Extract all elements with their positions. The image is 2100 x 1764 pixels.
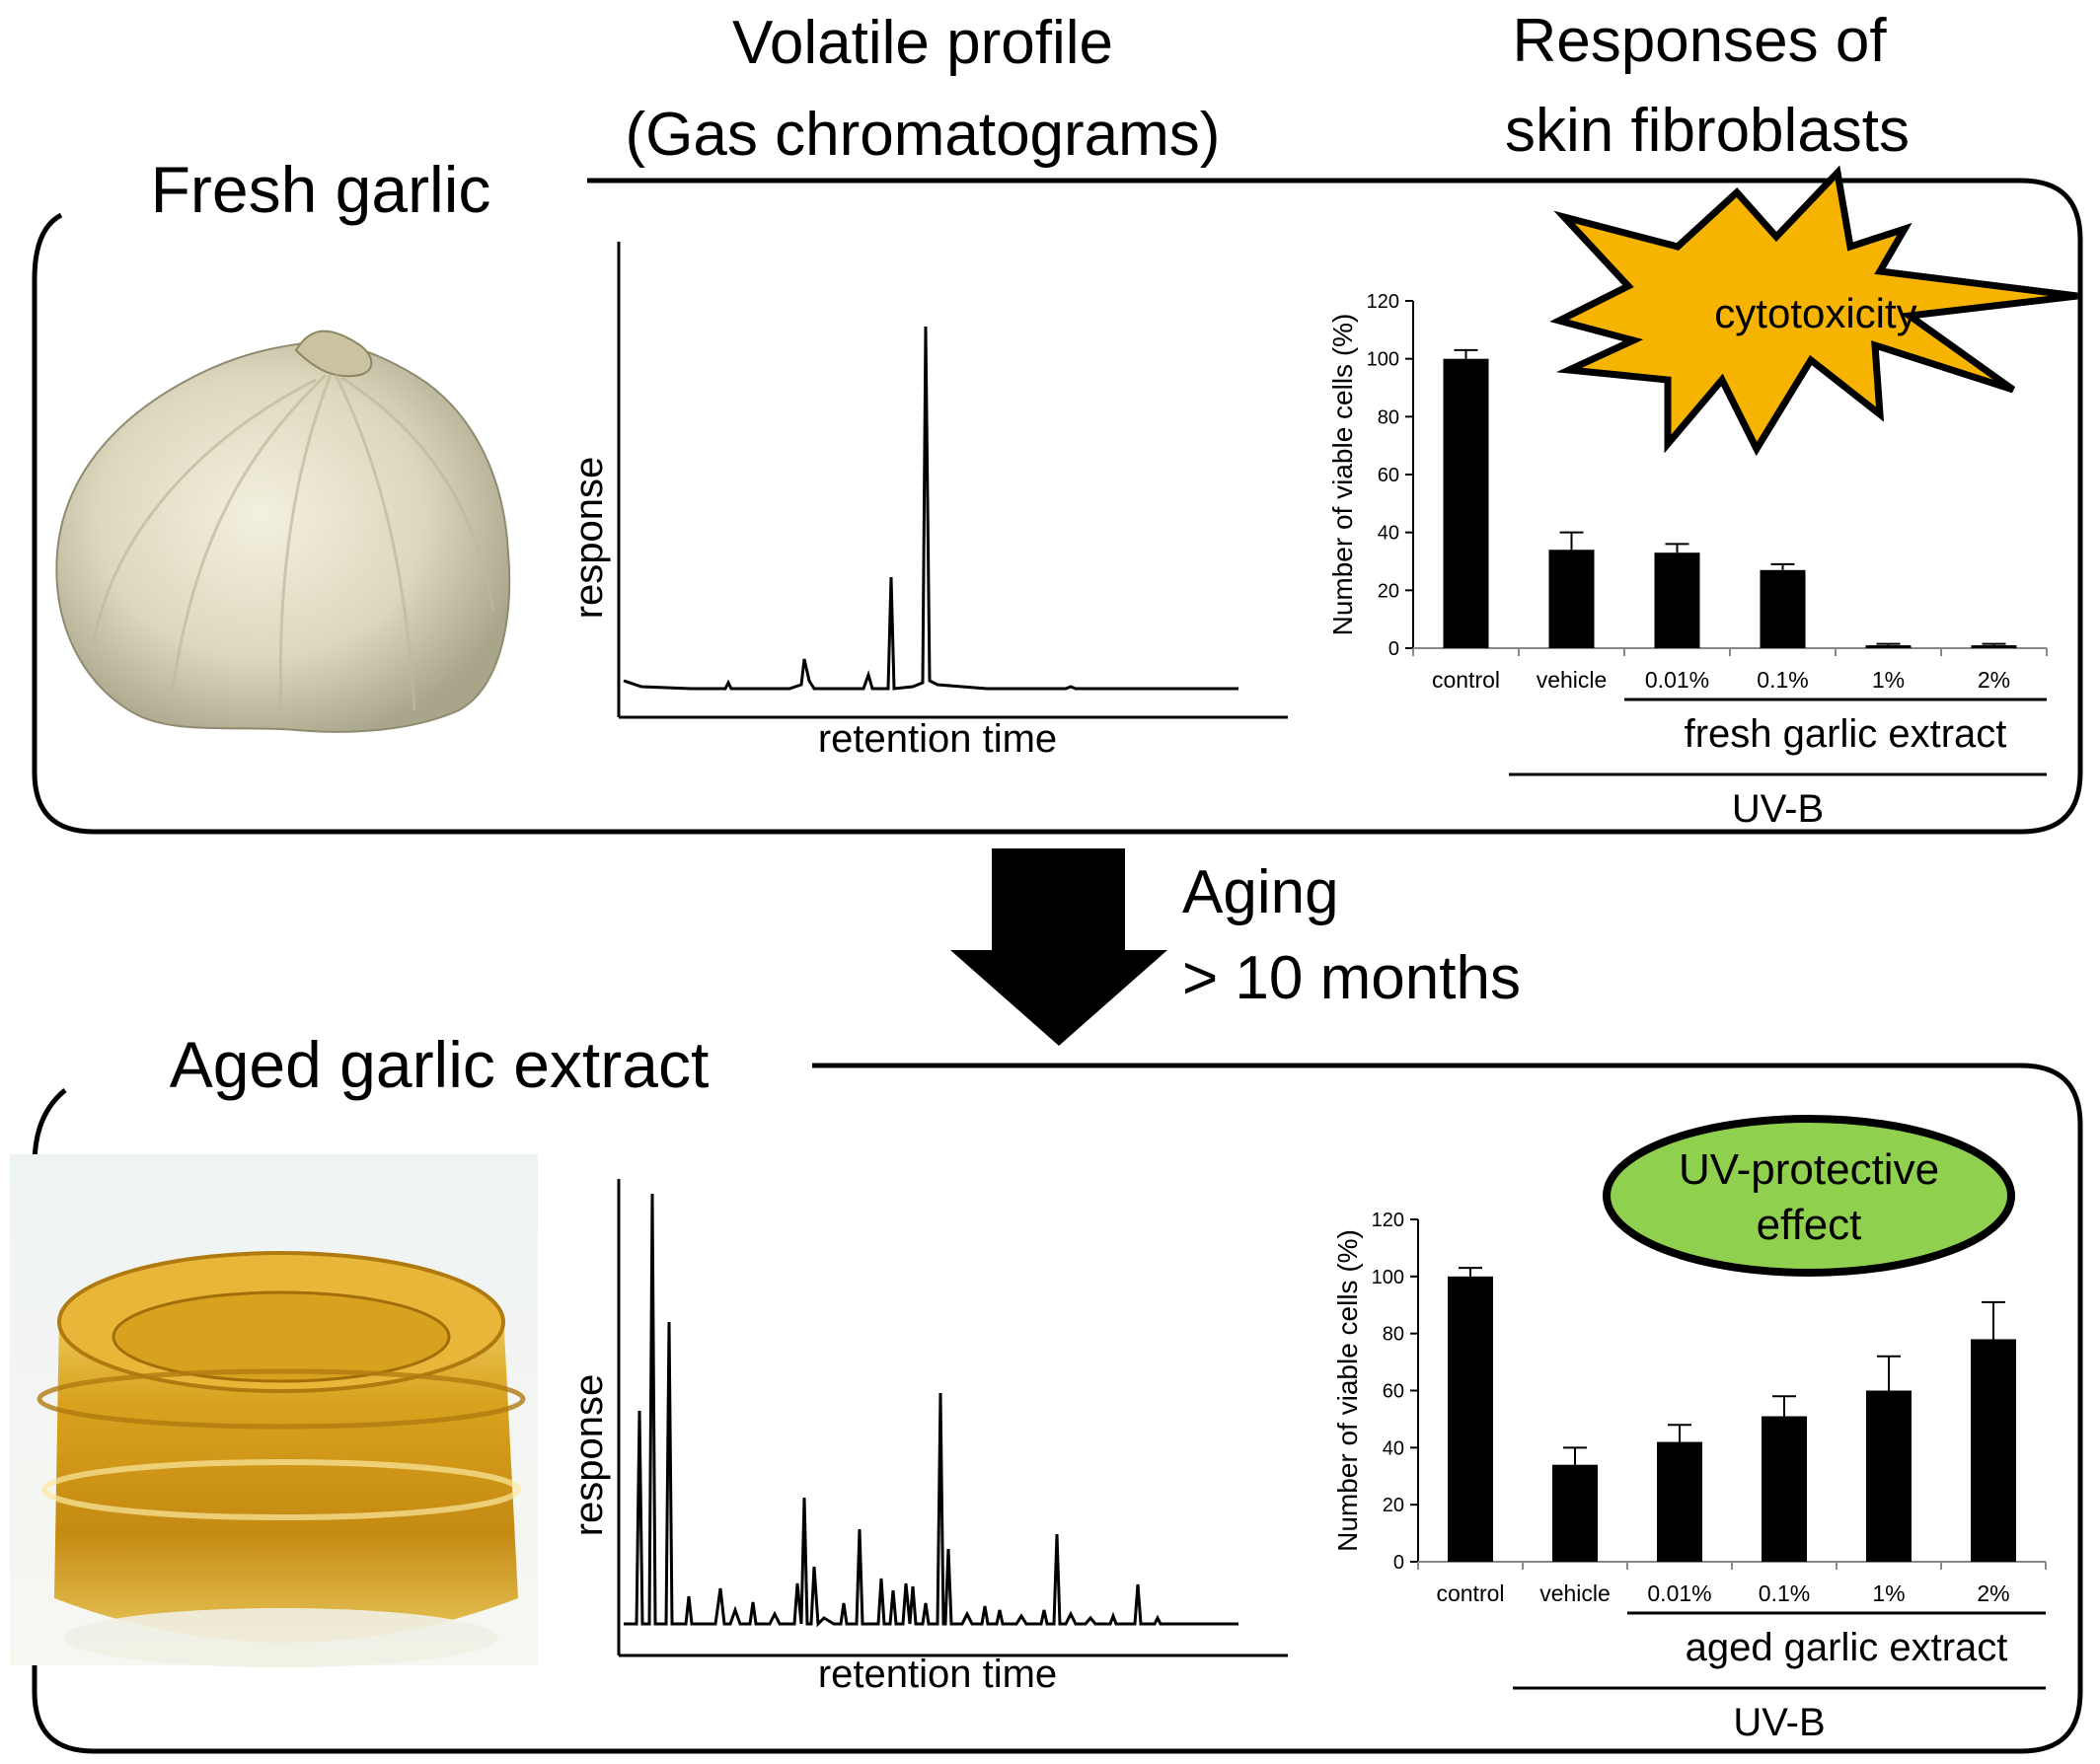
bar-control xyxy=(1443,358,1489,648)
bar-0.1% xyxy=(1760,569,1806,648)
category-label: 1% xyxy=(1872,1580,1905,1606)
bar-vehicle xyxy=(1552,1464,1598,1562)
bar-2% xyxy=(1971,645,2017,648)
bar-0.01% xyxy=(1657,1441,1702,1562)
y-tick-label: 0 xyxy=(1393,1552,1404,1574)
extract-group-label: aged garlic extract xyxy=(1686,1626,2008,1669)
y-tick-label: 40 xyxy=(1378,523,1399,545)
fresh-garlic-photo xyxy=(44,301,513,740)
y-tick-label: 20 xyxy=(1378,580,1399,602)
panel-frame xyxy=(32,1063,2083,1754)
uv-protective-ellipse xyxy=(1603,1115,2015,1277)
category-label: control xyxy=(1432,667,1500,693)
aged-extract-photo xyxy=(10,1154,538,1667)
category-label: 0.1% xyxy=(1759,1580,1810,1606)
column-headers: Volatile profile (Gas chromatograms) Res… xyxy=(626,7,1911,169)
aged-gc-chromatogram: response retention time xyxy=(567,1179,1288,1696)
y-tick-label: 40 xyxy=(1383,1437,1404,1459)
y-tick-label: 80 xyxy=(1378,406,1399,428)
y-axis-label: Number of viable cells (%) xyxy=(1327,314,1358,636)
bar-0.1% xyxy=(1762,1416,1807,1562)
header-volatile-line1: Volatile profile xyxy=(732,9,1113,77)
uv-protective-label-line2: effect xyxy=(1757,1201,1862,1249)
gc-trace xyxy=(623,326,1238,691)
y-tick-label: 100 xyxy=(1367,349,1399,371)
gc-x-label: retention time xyxy=(818,717,1057,761)
y-axis-label: Number of viable cells (%) xyxy=(1332,1229,1363,1552)
y-tick-label: 80 xyxy=(1383,1324,1404,1346)
category-label: 1% xyxy=(1872,667,1905,693)
cytotoxicity-starburst xyxy=(1549,165,2078,457)
gc-trace xyxy=(624,1193,1238,1628)
header-responses-line2: skin fibroblasts xyxy=(1505,97,1910,165)
y-tick-label: 0 xyxy=(1388,638,1399,660)
aging-label: Aging xyxy=(1182,858,1339,926)
category-label: 0.1% xyxy=(1757,667,1808,693)
aged-garlic-panel: Aged garlic extract response retention t… xyxy=(10,1028,2083,1754)
bar-1% xyxy=(1866,1390,1912,1562)
header-volatile-line2: (Gas chromatograms) xyxy=(626,101,1221,169)
cytotoxicity-label: cytotoxicity xyxy=(1714,290,1916,336)
fresh-garlic-panel: Fresh garlic response retention time 0 20… xyxy=(32,153,2083,835)
gc-x-label: retention time xyxy=(818,1653,1057,1696)
y-tick-label: 20 xyxy=(1383,1495,1404,1516)
bar-vehicle xyxy=(1548,550,1595,648)
fresh-gc-chromatogram: response retention time xyxy=(567,242,1288,761)
y-tick-label: 60 xyxy=(1383,1381,1404,1403)
panel-title: Fresh garlic xyxy=(151,153,491,226)
y-tick-label: 100 xyxy=(1372,1267,1404,1288)
category-label: vehicle xyxy=(1537,667,1608,693)
extract-group-label: fresh garlic extract xyxy=(1685,712,2007,756)
uvb-label: UV-B xyxy=(1733,1701,1825,1744)
category-label: vehicle xyxy=(1539,1580,1611,1606)
uv-protective-label-line1: UV-protective xyxy=(1679,1145,1939,1194)
header-responses-line1: Responses of xyxy=(1512,7,1887,75)
category-label: control xyxy=(1436,1580,1504,1606)
panel-frame xyxy=(32,178,2083,835)
panel-title: Aged garlic extract xyxy=(170,1028,710,1101)
aged-viability-bar-chart: 0 20 40 60 80 100 120 control vehicle 0.01% 0.1% 1%… xyxy=(1332,1210,2047,1744)
category-label: 2% xyxy=(1978,667,2010,693)
fresh-viability-bar-chart: 0 20 40 60 80 100 120 control vehicle 0.01% 0.1% 1%… xyxy=(1327,291,2048,831)
category-label: 2% xyxy=(1977,1580,2009,1606)
down-arrow-icon xyxy=(950,848,1167,1046)
bar-control xyxy=(1448,1276,1493,1562)
gc-y-label: response xyxy=(567,1374,611,1537)
y-tick-label: 120 xyxy=(1367,291,1399,313)
gc-y-label: response xyxy=(567,457,611,620)
y-tick-label: 120 xyxy=(1372,1210,1404,1231)
y-tick-label: 60 xyxy=(1378,465,1399,486)
uvb-label: UV-B xyxy=(1732,787,1824,831)
bar-1% xyxy=(1865,645,1912,648)
aging-duration: > 10 months xyxy=(1182,944,1521,1012)
cytotoxicity-badge: cytotoxicity xyxy=(1549,165,2078,457)
category-label: 0.01% xyxy=(1645,667,1709,693)
aging-arrow: Aging > 10 months xyxy=(950,848,1521,1046)
uv-protective-badge: UV-protective effect xyxy=(1603,1115,2015,1277)
category-label: 0.01% xyxy=(1647,1580,1711,1606)
bar-0.01% xyxy=(1654,552,1700,648)
bar-2% xyxy=(1971,1339,2016,1562)
